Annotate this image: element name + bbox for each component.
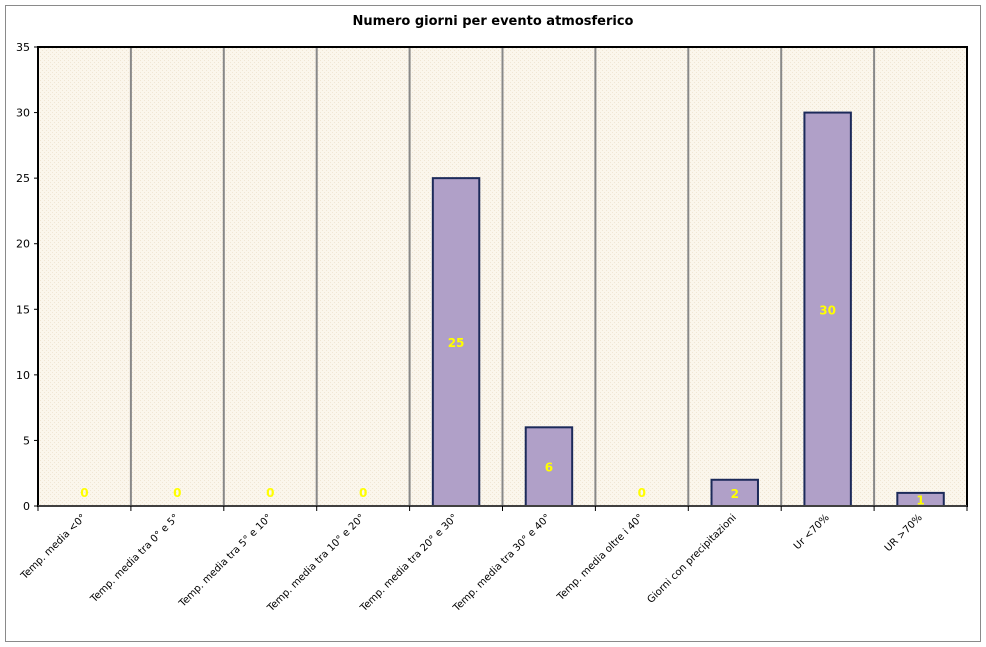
category-label: Temp. media tra 5° e 10° (177, 512, 275, 610)
data-label: 0 (638, 486, 646, 500)
data-label: 0 (80, 486, 88, 500)
category-label: Ur <70% (792, 512, 832, 552)
bar (710, 478, 759, 507)
y-tick-label: 30 (16, 107, 30, 120)
category-label: Temp. media tra 20° e 30° (358, 512, 460, 614)
chart-title: Numero giorni per evento atmosferico (352, 14, 634, 29)
y-tick-label: 25 (16, 172, 30, 185)
category-label: Temp. media <0° (19, 512, 89, 582)
bar (803, 111, 852, 507)
data-label: 30 (819, 303, 836, 317)
y-tick-label: 0 (23, 500, 30, 513)
data-label: 2 (731, 487, 739, 501)
data-label: 0 (266, 486, 274, 500)
category-label: Temp. media oltre i 40° (555, 512, 646, 603)
category-label: UR >70% (883, 512, 925, 554)
data-label: 0 (173, 486, 181, 500)
data-label: 1 (916, 493, 924, 507)
data-label: 0 (359, 486, 367, 500)
bar (431, 177, 481, 507)
y-tick-label: 20 (16, 238, 30, 251)
data-label: 25 (448, 336, 465, 350)
y-tick-label: 15 (16, 303, 30, 316)
data-label: 6 (545, 461, 553, 475)
category-label: Temp. media tra 0° e 5° (88, 512, 181, 605)
y-tick-label: 10 (16, 369, 30, 382)
y-tick-label: 5 (23, 434, 30, 447)
category-label: Temp. media tra 10° e 20° (265, 512, 367, 614)
category-label: Temp. media tra 30° e 40° (451, 512, 553, 614)
y-tick-label: 35 (16, 41, 30, 54)
bar (524, 426, 574, 508)
category-label: Giorni con precipitazioni (645, 512, 738, 605)
